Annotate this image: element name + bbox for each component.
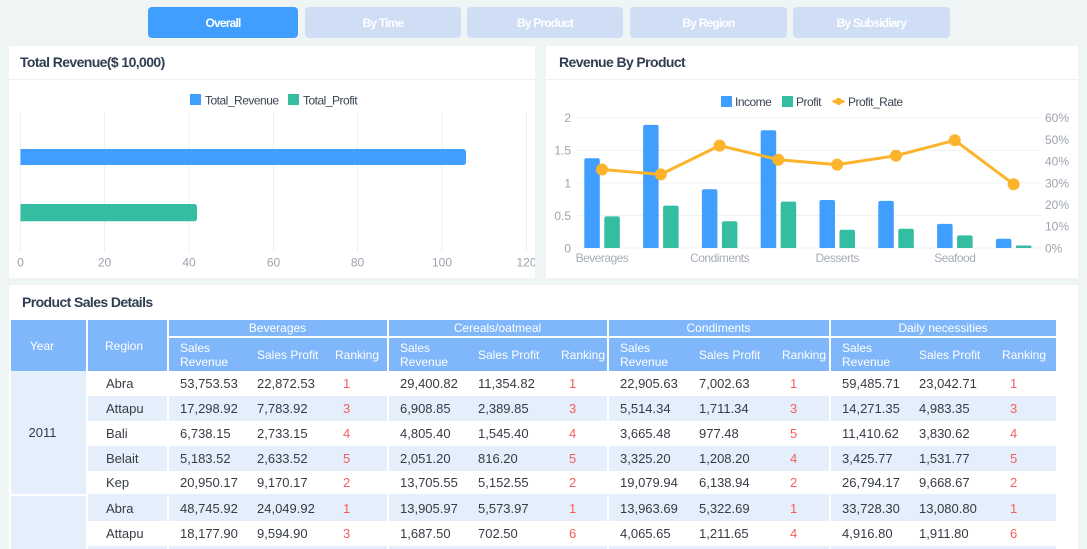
svg-text:Total_Profit: Total_Profit (303, 94, 358, 108)
svg-text:60: 60 (267, 256, 281, 270)
svg-text:30%: 30% (1045, 176, 1069, 190)
svg-text:20: 20 (98, 256, 112, 270)
svg-text:0.5: 0.5 (554, 209, 571, 223)
svg-text:60%: 60% (1045, 111, 1069, 125)
svg-text:Profit: Profit (796, 95, 822, 109)
svg-text:0: 0 (564, 241, 571, 255)
svg-text:0: 0 (17, 256, 24, 270)
svg-text:2: 2 (564, 111, 571, 125)
svg-text:10%: 10% (1045, 220, 1069, 234)
svg-text:Beverages: Beverages (576, 251, 629, 265)
svg-text:Condiments: Condiments (690, 251, 750, 265)
svg-text:0%: 0% (1045, 241, 1063, 255)
svg-text:120: 120 (516, 256, 535, 270)
svg-text:Total_Revenue: Total_Revenue (205, 94, 279, 108)
svg-text:1: 1 (564, 176, 571, 190)
svg-text:1.5: 1.5 (554, 144, 571, 158)
svg-text:50%: 50% (1045, 133, 1069, 147)
svg-text:Desserts: Desserts (816, 251, 860, 265)
svg-text:40%: 40% (1045, 155, 1069, 169)
svg-text:40: 40 (182, 256, 196, 270)
svg-text:80: 80 (351, 256, 365, 270)
svg-text:20%: 20% (1045, 198, 1069, 212)
svg-text:Income: Income (735, 95, 772, 109)
svg-text:Profit_Rate: Profit_Rate (848, 95, 903, 109)
svg-text:Seafood: Seafood (934, 251, 975, 265)
svg-text:100: 100 (432, 256, 452, 270)
